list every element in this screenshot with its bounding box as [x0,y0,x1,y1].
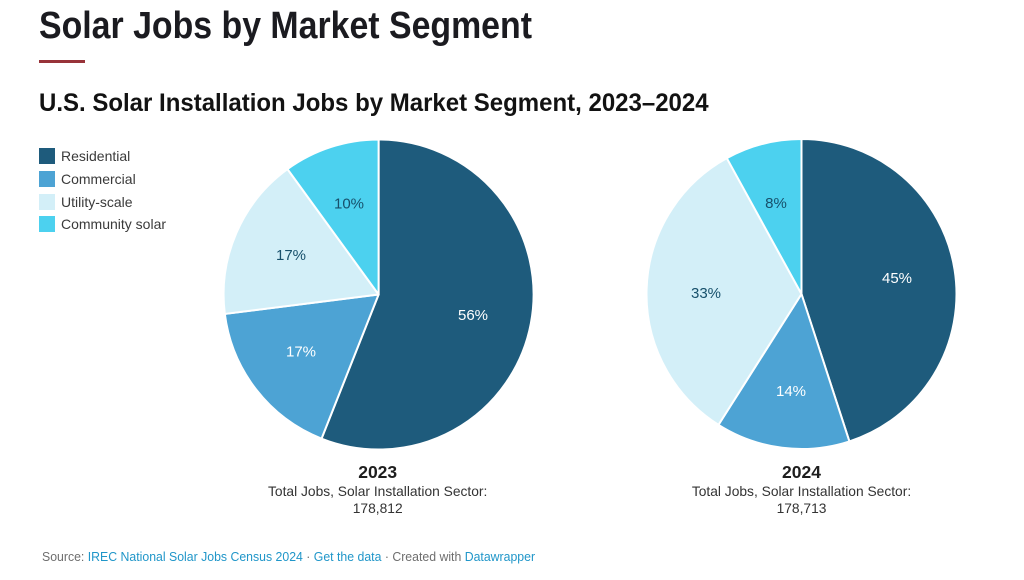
svg-text:14%: 14% [776,383,806,400]
svg-text:10%: 10% [334,196,364,213]
svg-text:8%: 8% [765,195,787,212]
svg-text:45%: 45% [882,270,912,287]
svg-text:17%: 17% [286,344,316,361]
svg-text:17%: 17% [276,247,306,264]
svg-text:56%: 56% [458,307,488,324]
svg-text:33%: 33% [691,285,721,302]
